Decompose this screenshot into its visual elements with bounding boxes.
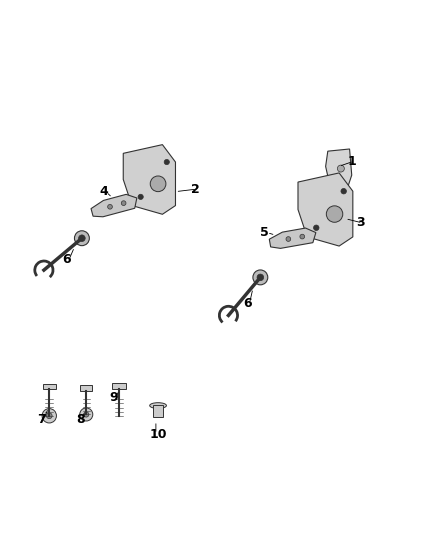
Polygon shape: [325, 149, 352, 188]
Text: 8: 8: [76, 413, 85, 426]
Circle shape: [253, 270, 268, 285]
Text: 5: 5: [260, 226, 269, 239]
Circle shape: [314, 225, 319, 230]
Circle shape: [121, 201, 126, 206]
Text: 3: 3: [356, 216, 365, 230]
Text: 10: 10: [149, 427, 167, 441]
Circle shape: [326, 206, 343, 222]
Polygon shape: [298, 173, 353, 246]
Circle shape: [341, 189, 346, 194]
Circle shape: [300, 234, 304, 239]
Circle shape: [108, 205, 113, 209]
Circle shape: [42, 409, 57, 423]
Circle shape: [257, 274, 264, 281]
FancyBboxPatch shape: [153, 405, 163, 417]
Text: 6: 6: [243, 297, 251, 310]
Polygon shape: [91, 195, 137, 217]
Circle shape: [150, 176, 166, 192]
Polygon shape: [123, 144, 176, 214]
Text: 9: 9: [110, 391, 118, 403]
FancyBboxPatch shape: [42, 384, 56, 390]
Circle shape: [80, 408, 93, 421]
Ellipse shape: [150, 402, 166, 408]
Circle shape: [138, 194, 143, 199]
Text: 2: 2: [191, 182, 199, 196]
Text: 1: 1: [347, 155, 356, 168]
Circle shape: [46, 413, 52, 418]
FancyBboxPatch shape: [112, 383, 126, 389]
Circle shape: [337, 165, 344, 172]
Text: 7: 7: [37, 413, 46, 426]
Polygon shape: [269, 228, 316, 248]
Circle shape: [286, 237, 291, 241]
Text: 4: 4: [99, 185, 108, 198]
Circle shape: [78, 235, 85, 241]
Circle shape: [74, 231, 89, 246]
FancyBboxPatch shape: [80, 385, 92, 391]
Circle shape: [164, 159, 170, 165]
Circle shape: [84, 412, 89, 417]
Text: 6: 6: [62, 254, 71, 266]
